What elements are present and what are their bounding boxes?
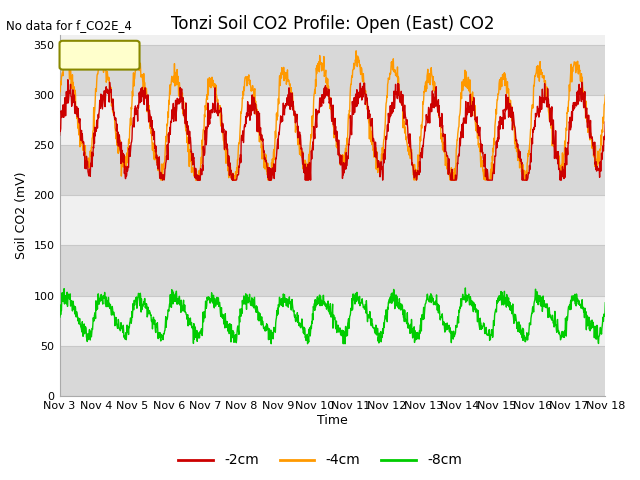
Bar: [60, 45, 605, 95]
Legend: -2cm, -4cm, -8cm: -2cm, -4cm, -8cm: [173, 448, 467, 473]
Text: TZ_soilco2: TZ_soilco2: [68, 48, 141, 61]
Bar: [60, 35, 605, 45]
Bar: [60, 296, 605, 346]
Bar: [60, 145, 605, 195]
Y-axis label: Soil CO2 (mV): Soil CO2 (mV): [15, 171, 28, 259]
Bar: [60, 195, 605, 245]
X-axis label: Time: Time: [317, 414, 348, 427]
Bar: [60, 245, 605, 296]
Text: No data for f_CO2E_4: No data for f_CO2E_4: [6, 19, 132, 32]
Bar: [60, 346, 605, 396]
Title: Tonzi Soil CO2 Profile: Open (East) CO2: Tonzi Soil CO2 Profile: Open (East) CO2: [171, 15, 494, 33]
Bar: [60, 95, 605, 145]
